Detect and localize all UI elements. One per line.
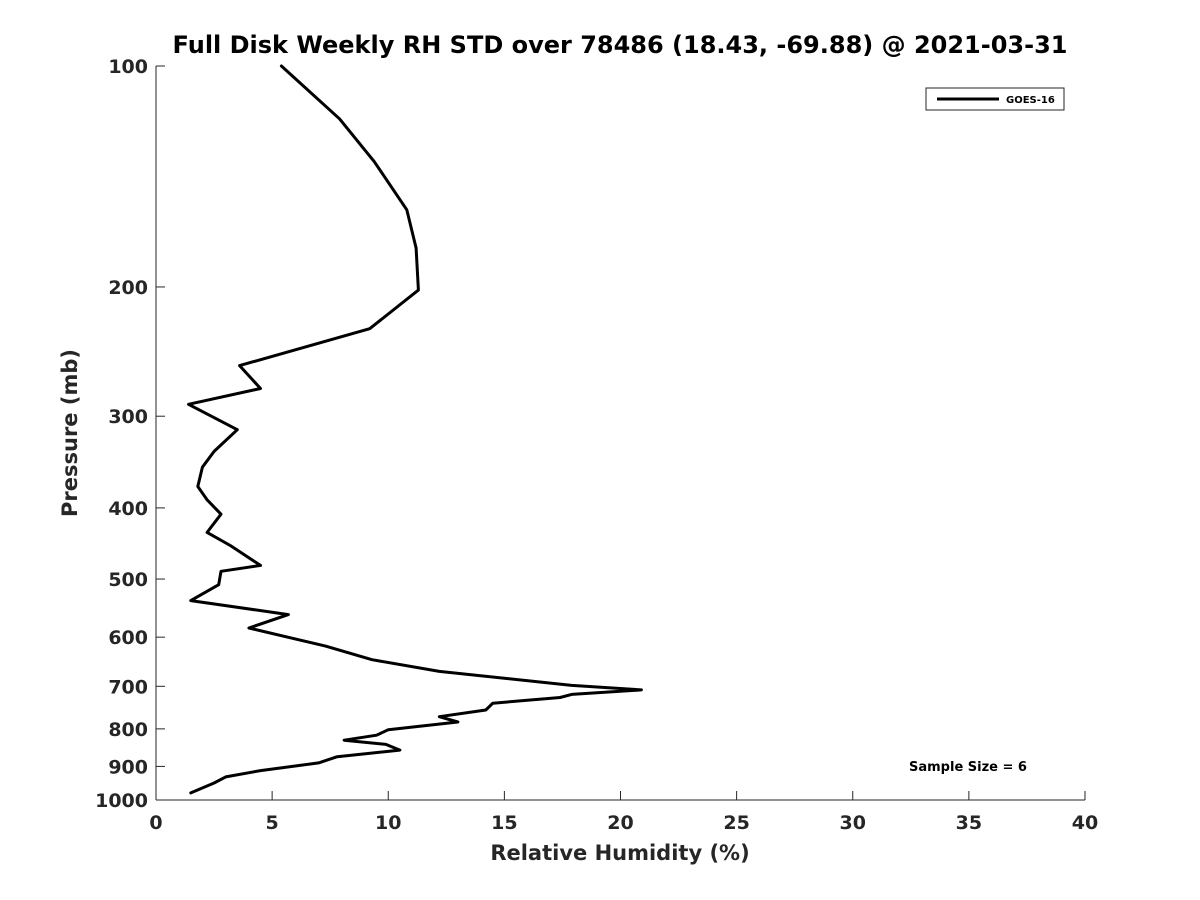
- chart-title: Full Disk Weekly RH STD over 78486 (18.4…: [173, 31, 1068, 59]
- x-tick-label: 30: [840, 812, 866, 834]
- y-tick-label: 900: [108, 756, 148, 778]
- x-tick-label: 15: [491, 812, 517, 834]
- x-tick-label: 35: [956, 812, 982, 834]
- series-line-goes-16: [187, 64, 643, 795]
- x-tick-label: 25: [723, 812, 749, 834]
- y-tick-label: 500: [108, 569, 148, 591]
- y-tick-label: 800: [108, 719, 148, 741]
- y-tick-label: 400: [108, 498, 148, 520]
- y-tick-label: 100: [108, 56, 148, 78]
- y-tick-label: 300: [108, 406, 148, 428]
- x-tick-label: 20: [607, 812, 633, 834]
- x-tick-label: 40: [1072, 812, 1098, 834]
- legend: GOES-16: [925, 87, 1065, 111]
- y-axis-label: Pressure (mb): [58, 349, 82, 517]
- x-tick-label: 0: [149, 812, 162, 834]
- legend-label-goes-16: GOES-16: [1006, 95, 1055, 106]
- y-tick-label: 600: [108, 627, 148, 649]
- x-tick-label: 10: [375, 812, 401, 834]
- y-tick-label: 200: [108, 277, 148, 299]
- y-axis-ticks: 100 200 300 400 500 600 700 800 900 1000: [95, 56, 165, 812]
- x-tick-label: 5: [266, 812, 279, 834]
- y-tick-label: 700: [108, 676, 148, 698]
- x-axis-label: Relative Humidity (%): [490, 841, 749, 865]
- y-tick-label: 1000: [95, 790, 148, 812]
- sample-size-annotation: Sample Size = 6: [909, 760, 1027, 775]
- x-axis-ticks: 0 5 10 15 20 25 30 35 40: [149, 791, 1098, 834]
- series-lines: [187, 64, 643, 795]
